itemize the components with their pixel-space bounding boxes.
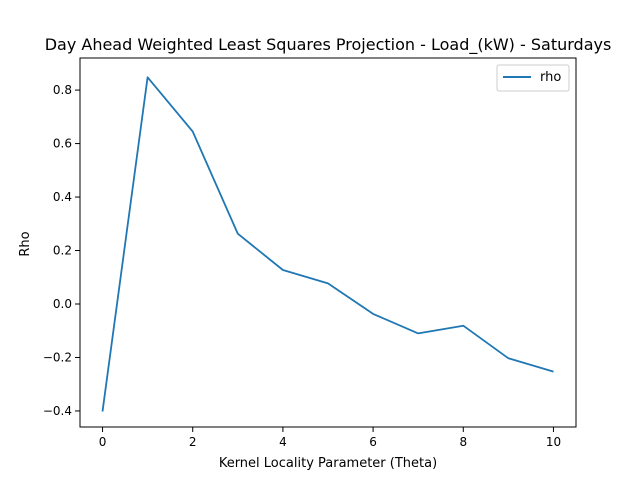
y-tick-label: 0.2 <box>53 244 72 258</box>
y-tick-label: 0.4 <box>53 190 72 204</box>
plot-frame <box>79 57 577 428</box>
x-tick-label: 8 <box>459 435 467 449</box>
y-tick-label: 0.8 <box>53 83 72 97</box>
chart-title: Day Ahead Weighted Least Squares Project… <box>45 35 612 55</box>
x-axis-label: Kernel Locality Parameter (Theta) <box>219 456 437 471</box>
y-tick-label: −0.4 <box>43 404 72 418</box>
ticks-layer: 0 2 4 6 8 10 −0.4 −0.2 0.0 0.2 0.4 0.6 0.8 <box>43 83 561 449</box>
x-tick-label: 4 <box>279 435 287 449</box>
legend-label-rho: rho <box>540 70 561 85</box>
x-tick-label: 10 <box>546 435 561 449</box>
series-line-rho <box>101 76 554 412</box>
y-tick-label: −0.2 <box>43 350 72 364</box>
marks-layer <box>101 76 554 412</box>
legend: rho <box>496 64 570 92</box>
x-tick-label: 0 <box>99 435 107 449</box>
x-tick-label: 6 <box>369 435 377 449</box>
y-tick-label: 0.0 <box>53 297 72 311</box>
legend-frame <box>496 64 570 92</box>
y-axis-label: Rho <box>18 231 33 256</box>
x-tick-label: 2 <box>189 435 197 449</box>
y-tick-label: 0.6 <box>53 137 72 151</box>
